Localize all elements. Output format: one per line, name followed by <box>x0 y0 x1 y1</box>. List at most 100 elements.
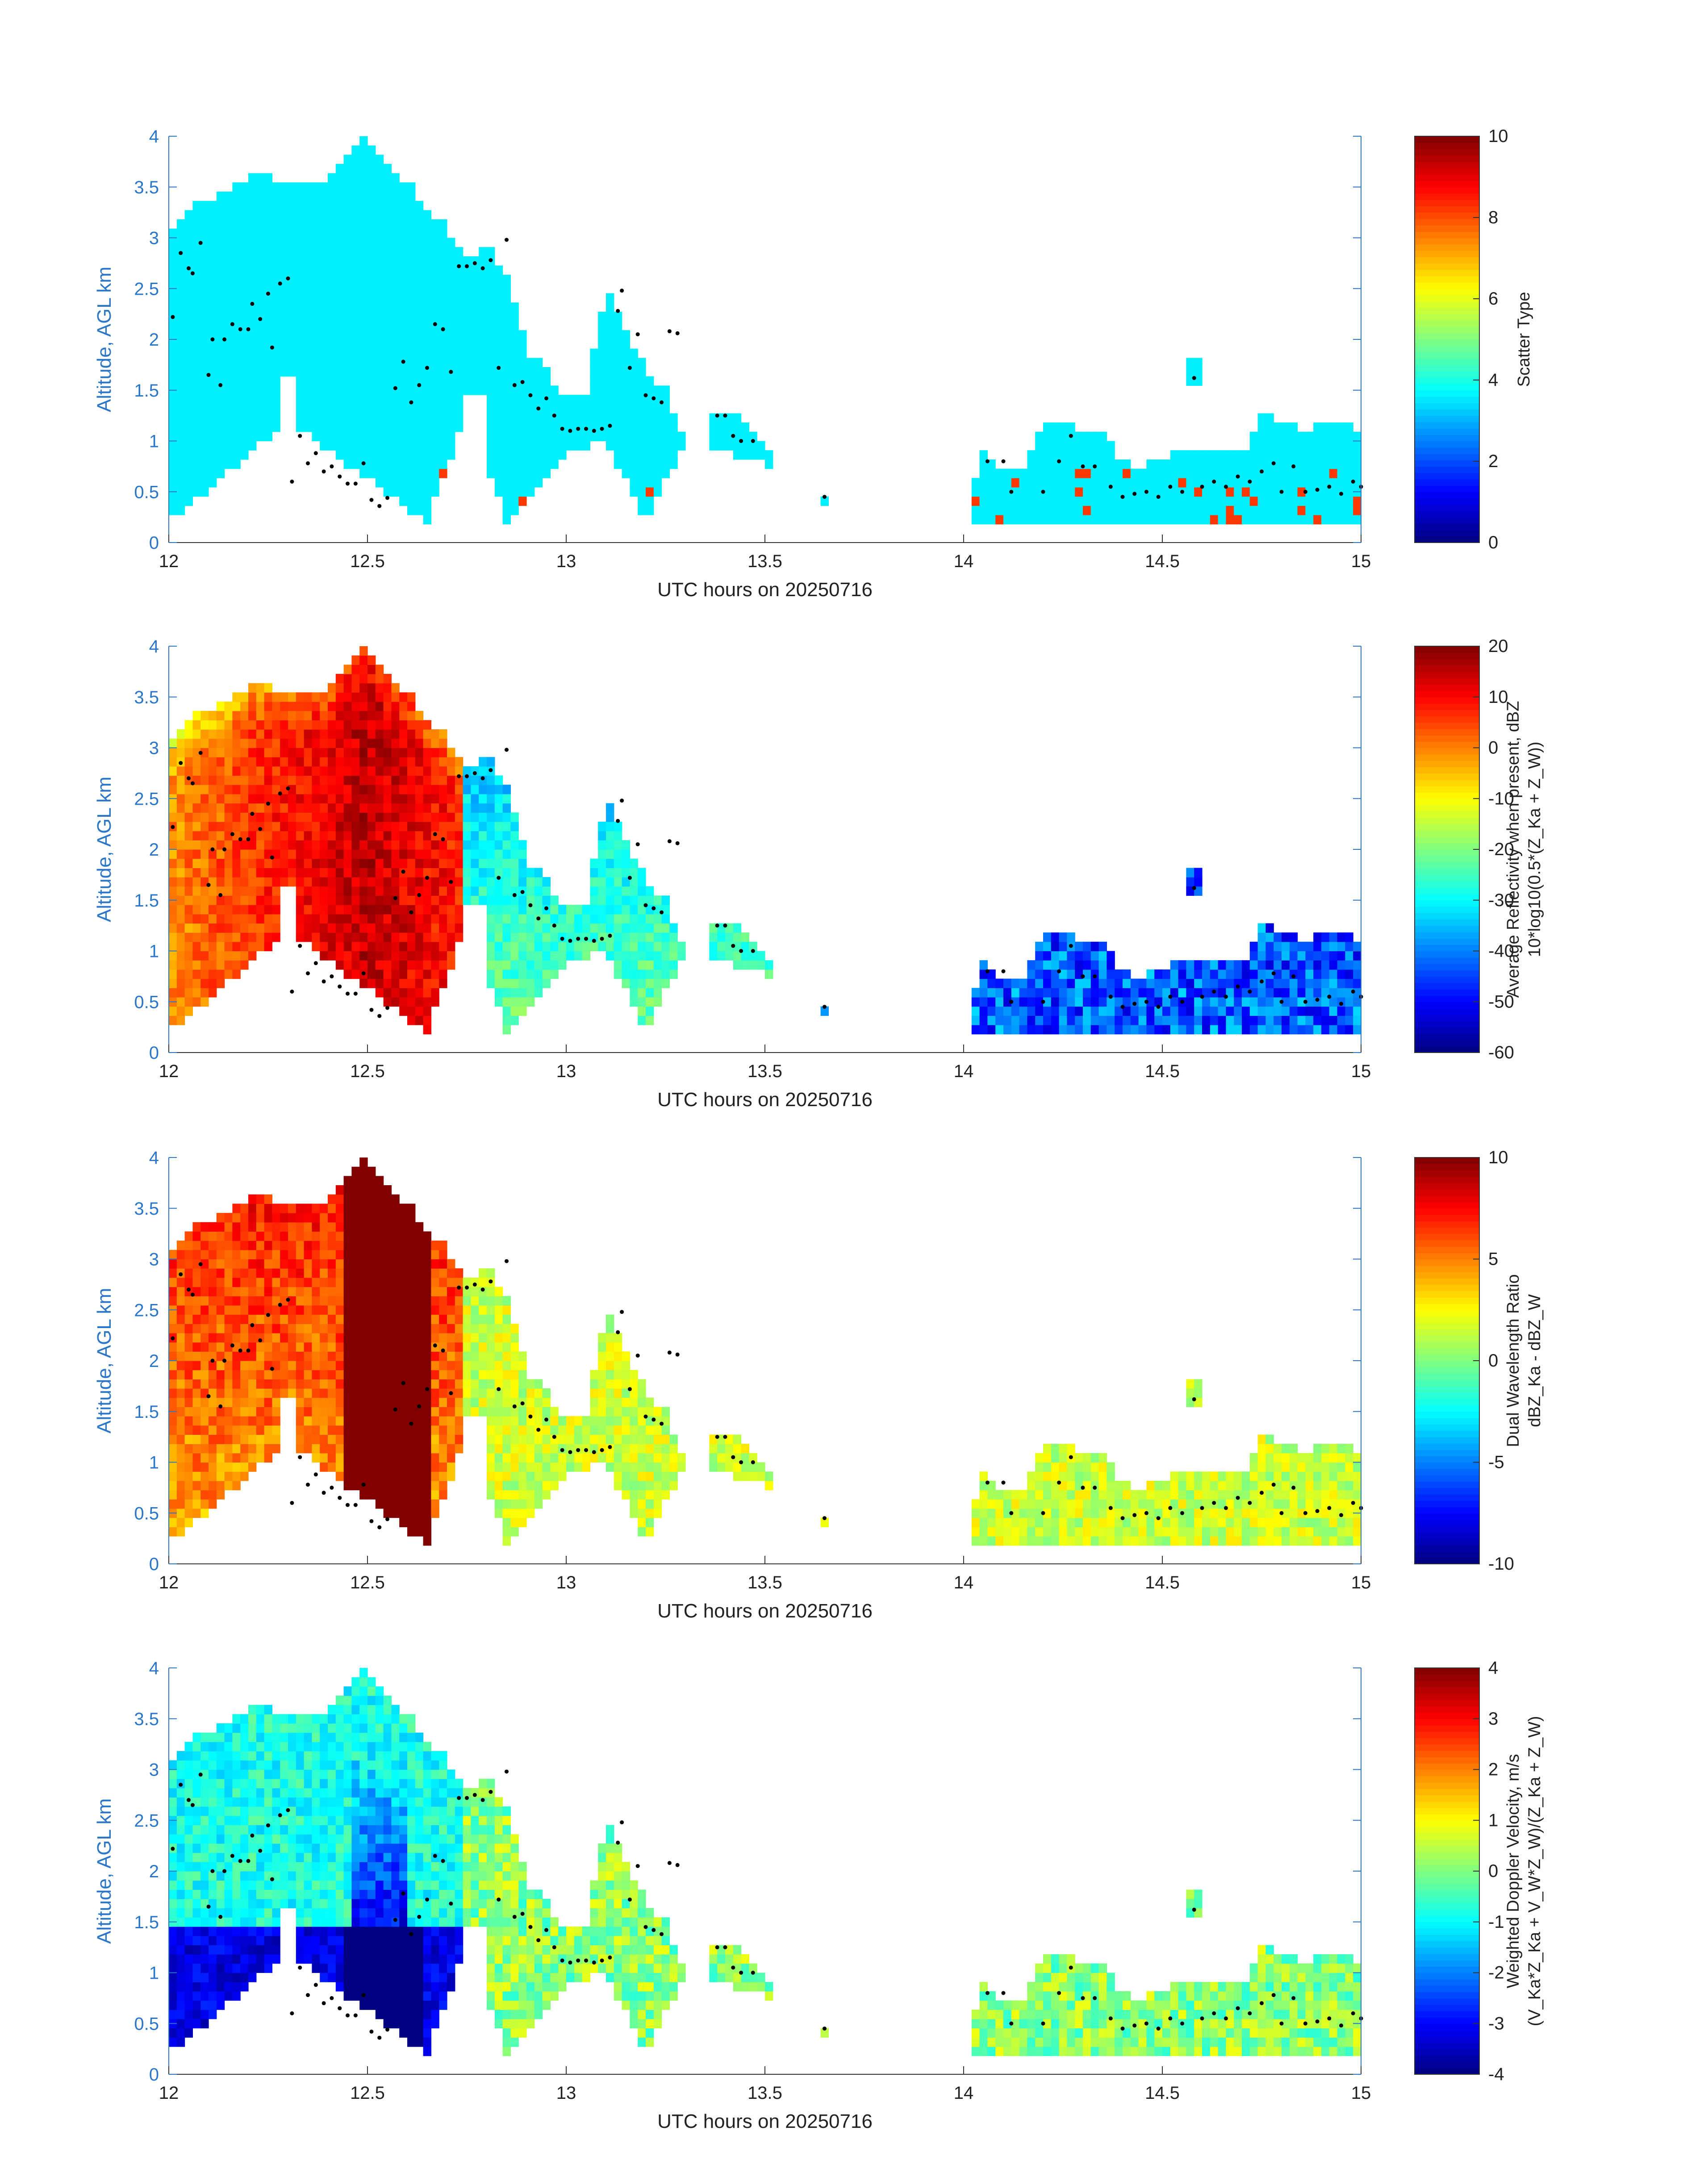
heatmap-cell <box>494 367 503 377</box>
heatmap-cell <box>359 655 368 665</box>
heatmap-cell <box>1265 450 1274 460</box>
heatmap-cell <box>1003 1025 1012 1035</box>
heatmap-cell <box>359 646 368 656</box>
heatmap-cell <box>391 441 400 451</box>
heatmap-cell <box>272 886 280 896</box>
heatmap-cell <box>367 794 376 804</box>
heatmap-cell <box>304 812 312 822</box>
heatmap-cell <box>502 441 511 451</box>
heatmap-cell <box>200 1259 209 1269</box>
heatmap-cell <box>431 358 439 368</box>
heatmap-cell <box>169 1434 177 1444</box>
heatmap-cell <box>176 941 185 952</box>
heatmap-cell <box>487 831 495 840</box>
heatmap-cell <box>534 868 543 877</box>
heatmap-cell <box>1043 969 1052 979</box>
heatmap-cell <box>1090 988 1099 998</box>
heatmap-cell <box>383 840 392 850</box>
heatmap-cell <box>423 858 431 868</box>
heatmap-cell <box>431 997 439 1007</box>
heatmap-cell <box>272 1314 280 1324</box>
heatmap-cell <box>502 794 511 804</box>
heatmap-cell <box>399 376 408 386</box>
heatmap-cell <box>1194 496 1203 506</box>
heatmap-cell <box>248 395 257 405</box>
heatmap-cell <box>264 1425 272 1435</box>
heatmap-cell <box>200 1471 209 1481</box>
heatmap-cell <box>646 404 654 414</box>
heatmap-cell <box>280 849 288 859</box>
heatmap-cell <box>1202 969 1211 979</box>
heatmap-cell <box>232 822 241 832</box>
heatmap-cell <box>328 256 336 266</box>
heatmap-cell <box>630 487 638 497</box>
heatmap-cell <box>256 1259 265 1269</box>
heatmap-cell <box>494 988 503 998</box>
heatmap-cell <box>590 895 598 905</box>
heatmap-cell <box>280 748 288 757</box>
heatmap-cell <box>399 951 408 961</box>
heatmap-cell <box>169 422 177 432</box>
heatmap-cell <box>224 729 233 739</box>
heatmap-cell <box>312 321 320 330</box>
heatmap-cell <box>423 1015 431 1025</box>
heatmap-cell <box>383 431 392 442</box>
heatmap-cell <box>487 757 495 767</box>
heatmap-cell <box>375 238 384 247</box>
heatmap-cell <box>463 339 471 349</box>
heatmap-cell <box>1249 459 1258 469</box>
heatmap-cell <box>240 1314 249 1324</box>
heatmap-cell <box>1123 496 1131 506</box>
heatmap-cell <box>1265 422 1274 432</box>
heatmap-cell <box>264 312 272 322</box>
heatmap-cell <box>447 905 455 915</box>
heatmap-cell <box>1218 478 1226 488</box>
heatmap-cell <box>264 431 272 442</box>
heatmap-cell <box>502 840 511 850</box>
heatmap-cell <box>1067 951 1075 961</box>
heatmap-cell <box>606 868 614 877</box>
heatmap-cell <box>240 831 249 840</box>
heatmap-cell <box>494 422 503 432</box>
heatmap-cell <box>312 886 320 896</box>
heatmap-cell <box>638 459 646 469</box>
heatmap-cell <box>232 1305 241 1315</box>
heatmap-cell <box>494 468 503 478</box>
heatmap-cell <box>367 155 376 164</box>
colorbar-swatch <box>1415 523 1479 531</box>
heatmap-cell <box>184 840 193 850</box>
heatmap-cell <box>224 247 233 257</box>
heatmap-cell <box>526 459 535 469</box>
heatmap-cell <box>518 877 527 887</box>
heatmap-cell <box>407 757 416 767</box>
heatmap-cell <box>455 849 464 859</box>
heatmap-cell <box>1329 1006 1338 1016</box>
heatmap-cell <box>447 358 455 368</box>
heatmap-cell <box>510 413 519 423</box>
heatmap-cell <box>471 849 479 859</box>
colorbar-swatch <box>1415 498 1479 505</box>
heatmap-cell <box>391 376 400 386</box>
heatmap-cell <box>312 284 320 294</box>
heatmap-cell <box>1011 1006 1020 1016</box>
heatmap-cell <box>256 702 265 711</box>
heatmap-cell <box>1075 960 1083 970</box>
heatmap-cell <box>184 1453 193 1463</box>
heatmap-cell <box>534 441 543 451</box>
heatmap-cell <box>550 450 559 460</box>
heatmap-cell <box>184 284 193 294</box>
heatmap-cell <box>1098 969 1107 979</box>
heatmap-cell <box>256 1314 265 1324</box>
heatmap-cell <box>240 247 249 257</box>
heatmap-cell <box>518 459 527 469</box>
heatmap-cell <box>1337 459 1345 469</box>
heatmap-cell <box>200 321 209 330</box>
colorbar-swatch <box>1415 830 1479 837</box>
heatmap-cell <box>383 321 392 330</box>
marker-point <box>187 776 191 781</box>
heatmap-cell <box>1194 367 1203 377</box>
heatmap-cell <box>232 312 241 322</box>
heatmap-cell <box>209 729 217 739</box>
heatmap-cell <box>494 858 503 868</box>
x-tick-label: 12 <box>159 1061 179 1081</box>
